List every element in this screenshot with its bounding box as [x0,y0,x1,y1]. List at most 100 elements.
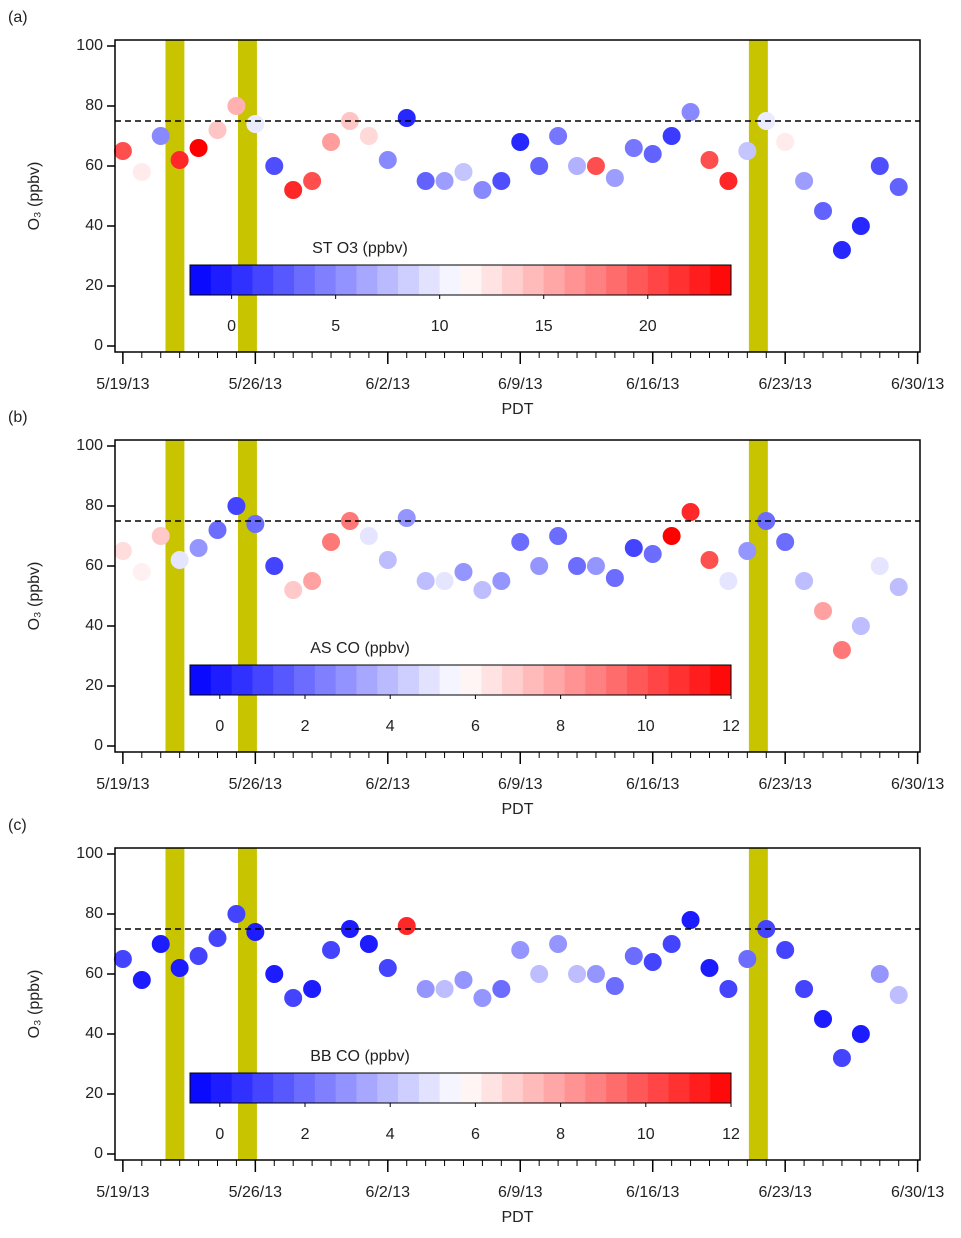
colorbar-step [231,265,253,295]
data-point [568,965,587,983]
colorbar-step [481,665,503,695]
x-axis-label: PDT [502,1209,534,1226]
colorbar-step [585,665,607,695]
data-point [586,557,605,575]
colorbar-step [460,265,482,295]
y-tick-label: 100 [76,845,103,862]
colorbar-step [377,665,399,695]
y-tick-label: 60 [85,157,103,174]
data-point [246,923,265,941]
colorbar-tick-label: 12 [722,1126,740,1143]
colorbar-tick-label: 4 [386,718,395,735]
colorbar-tick-label: 8 [556,718,565,735]
colorbar-tick-label: 20 [639,318,657,335]
colorbar-step [356,265,378,295]
colorbar-step [356,1073,378,1103]
colorbar-step [626,665,649,695]
colorbar-step [314,665,337,695]
colorbar-step [210,665,233,695]
data-point [832,1049,851,1067]
data-point [889,986,908,1004]
colorbar-tick-label: 0 [215,1126,224,1143]
colorbar-tick-label: 0 [215,718,224,735]
highlight-span [165,40,185,352]
data-point [113,142,132,160]
data-point [662,527,681,545]
data-point [681,911,700,929]
data-point [605,977,624,995]
data-point [700,551,719,569]
colorbar-step [543,665,566,695]
plot-frame [114,439,921,753]
data-point [851,1025,870,1043]
data-point [227,905,246,923]
panel-label: (a) [8,9,28,26]
y-axis-label: O₃ (ppbv) [26,562,43,631]
colorbar-step [335,265,357,295]
data-point [359,527,378,545]
data-point [643,545,662,563]
colorbar-step [231,665,253,695]
data-point [170,959,189,977]
data-point [322,941,341,959]
colorbar-tick-label: 10 [637,718,655,735]
colorbar-step [460,665,482,695]
data-point [284,181,303,199]
data-point [492,172,511,190]
colorbar-step [668,265,690,295]
colorbar-step [335,665,357,695]
data-point [265,965,284,983]
y-tick-label: 40 [85,1025,103,1042]
data-point [719,980,738,998]
data-point [170,551,189,569]
colorbar-tick-label: 6 [471,718,480,735]
colorbar-step [418,265,441,295]
panel-label: (c) [8,817,27,834]
data-point [265,157,284,175]
data-point [586,157,605,175]
y-tick-label: 20 [85,277,103,294]
data-point [284,989,303,1007]
data-point [454,563,473,581]
colorbar-step [377,265,399,295]
highlight-span [237,848,257,1160]
colorbar-step [398,665,420,695]
data-point [265,557,284,575]
data-point [132,971,151,989]
highlight-span [165,848,185,1160]
colorbar-step [522,665,545,695]
colorbar-step [710,265,732,295]
data-point [359,127,378,145]
data-point [189,139,208,157]
data-point [435,572,454,590]
data-point [568,557,587,575]
colorbar-step [273,265,295,295]
highlight-span [165,440,185,752]
colorbar-tick-label: 8 [556,1126,565,1143]
x-tick-label: 6/9/13 [498,1184,543,1201]
data-point [738,142,757,160]
data-point [851,617,870,635]
colorbar-label: ST O3 (ppbv) [312,240,408,257]
data-point [776,941,795,959]
data-point [322,133,341,151]
colorbar-step [335,1073,357,1103]
data-point [322,533,341,551]
colorbar-step [564,265,586,295]
data-point [511,941,530,959]
data-point [132,563,151,581]
colorbar-step [314,265,337,295]
panel-label: (b) [8,409,28,426]
x-tick-label: 6/30/13 [891,1184,944,1201]
data-point [700,151,719,169]
colorbar-label: BB CO (ppbv) [310,1048,410,1065]
colorbar-step [481,1073,503,1103]
x-tick-label: 6/2/13 [366,1184,411,1201]
colorbar-step [398,1073,420,1103]
data-point [549,527,568,545]
y-tick-label: 0 [94,737,103,754]
colorbar-step [294,265,316,295]
data-point [284,581,303,599]
highlight-span [748,440,768,752]
highlight-span [748,848,768,1160]
